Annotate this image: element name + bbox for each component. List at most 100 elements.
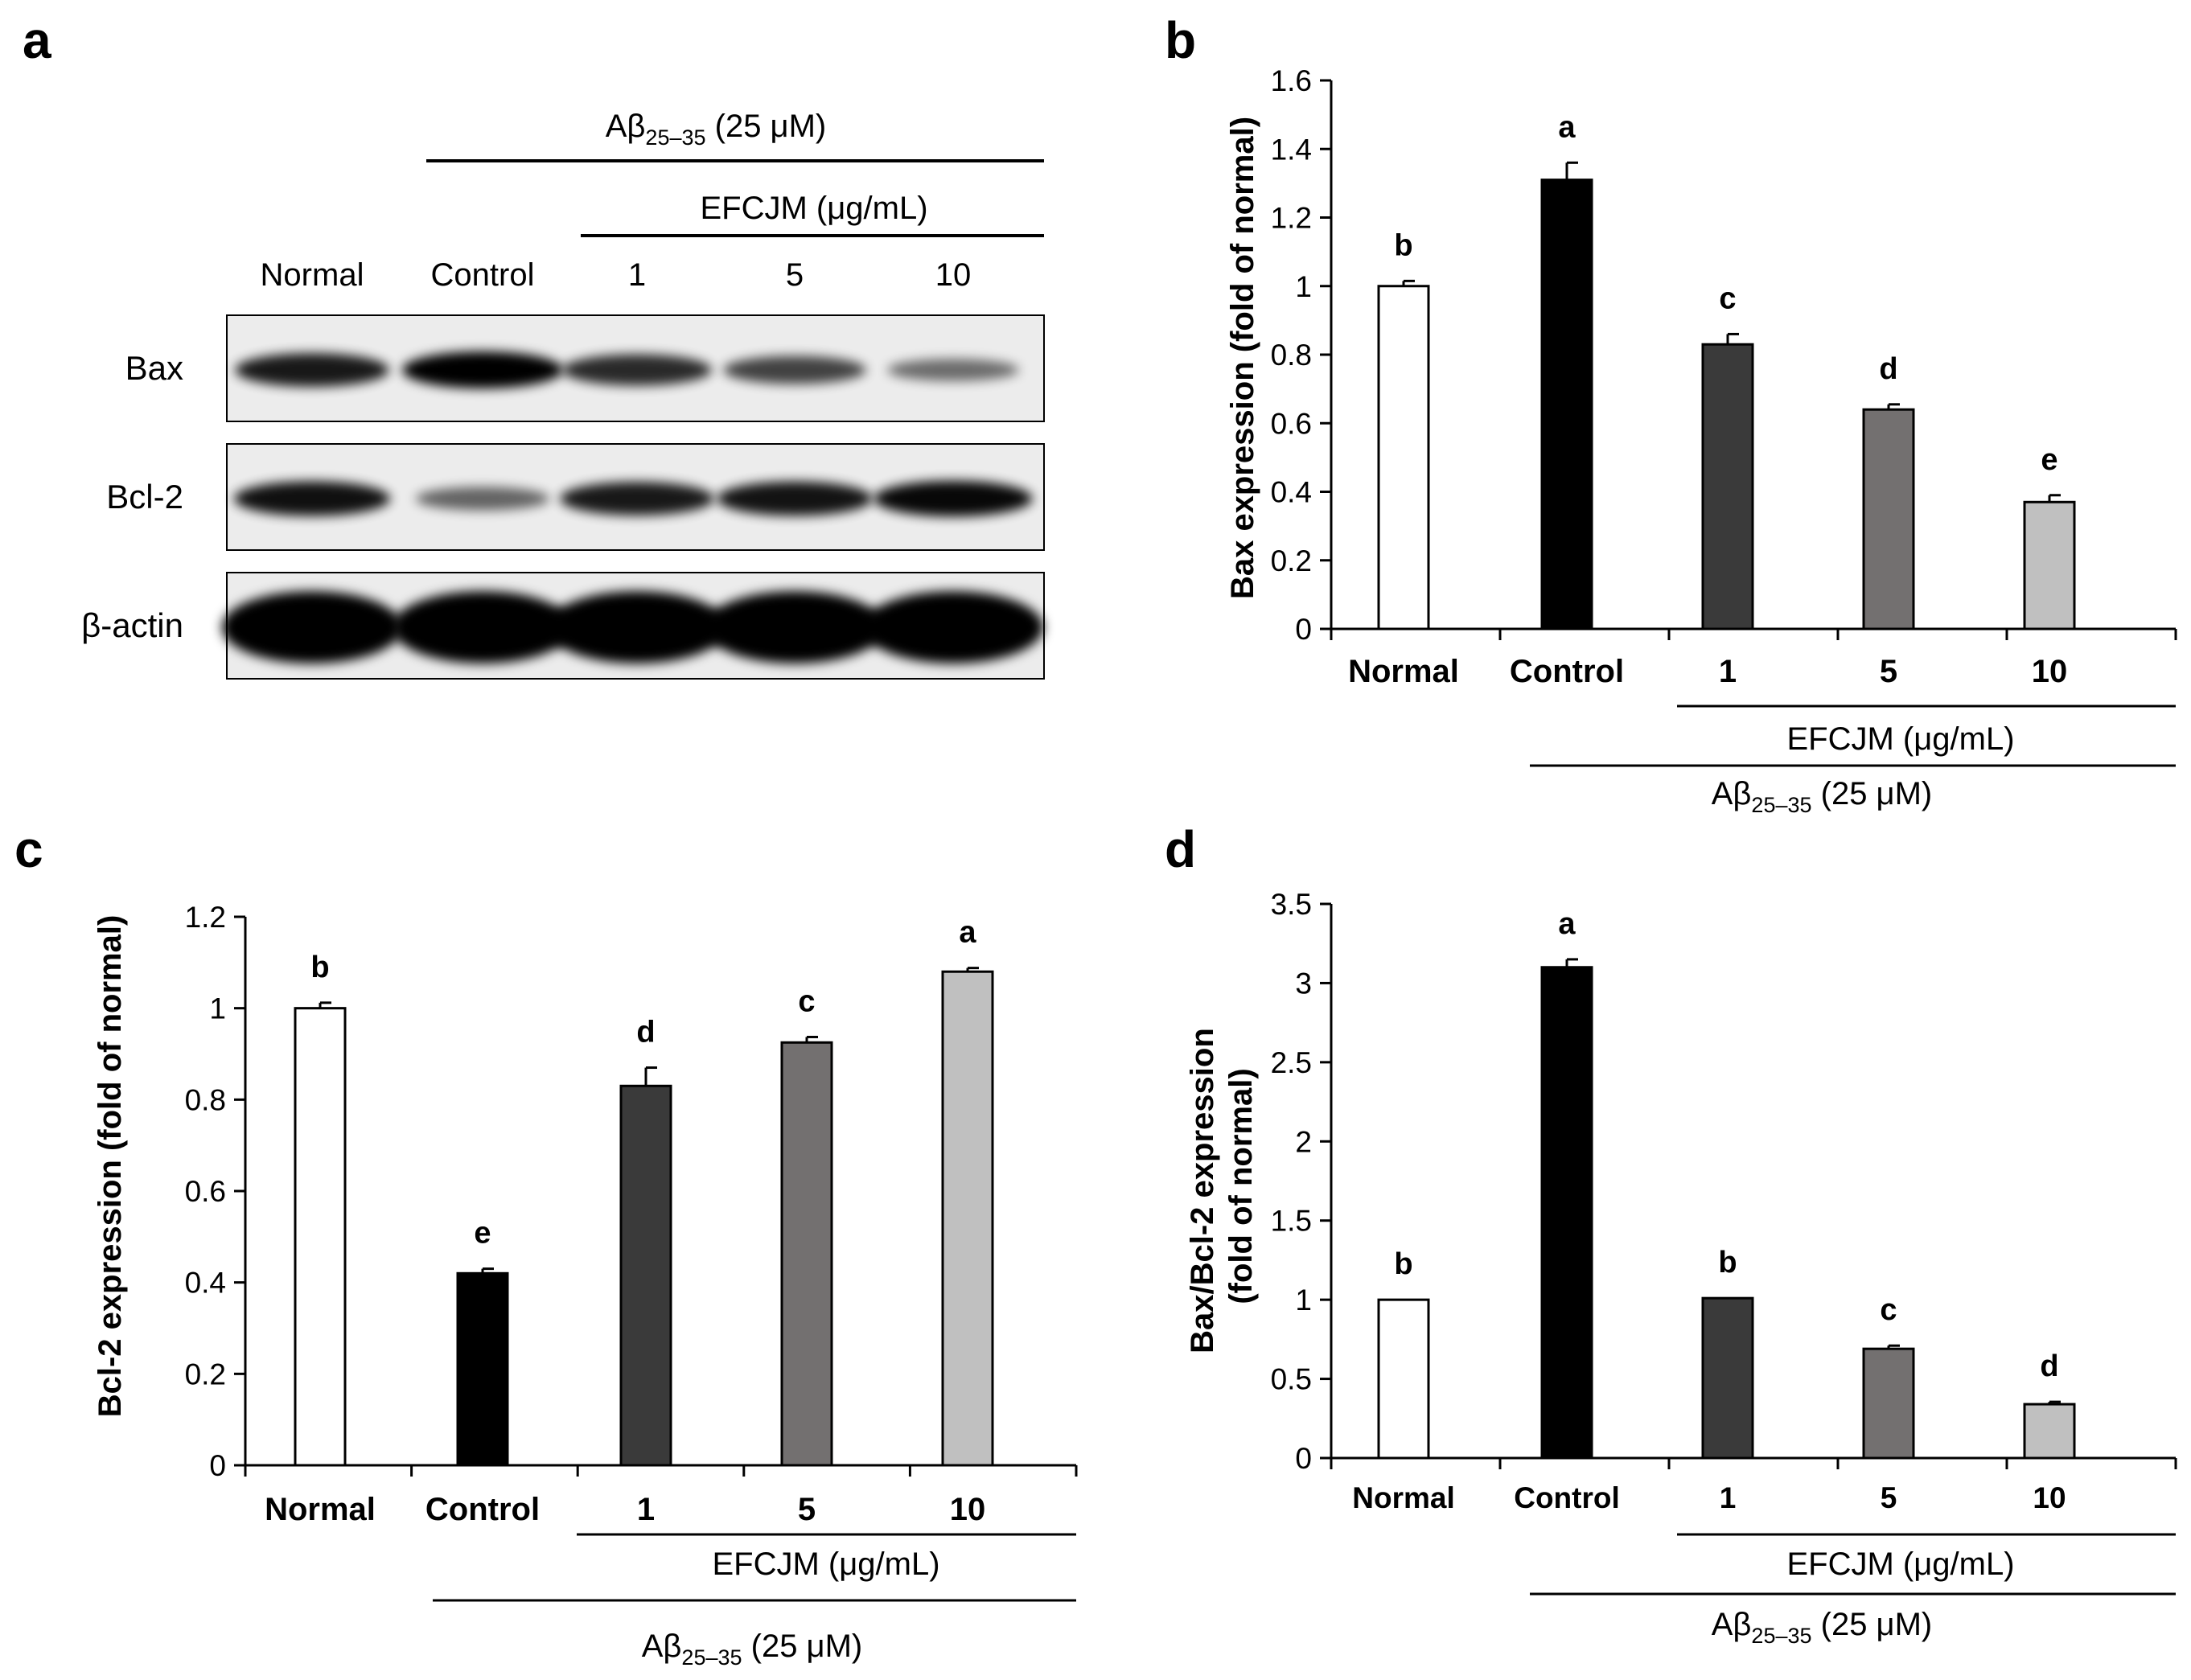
category-label: 10 xyxy=(2033,1481,2066,1514)
ylabel-d: Bax/Bcl-2 expression (fold of normal) xyxy=(1185,1019,1259,1353)
y-tick-label: 1 xyxy=(1295,270,1312,303)
treatment-label-d: Aβ25–35 (25 μM) xyxy=(1712,1607,1933,1648)
category-label: 5 xyxy=(1880,654,1897,689)
significance-letter: d xyxy=(636,1016,655,1049)
y-tick-label: 0 xyxy=(1295,613,1312,646)
blot-band xyxy=(562,354,712,386)
bar xyxy=(1701,1296,1754,1460)
blot-band xyxy=(705,591,885,663)
band-label: Bcl-2 xyxy=(106,478,183,516)
y-tick-label: 0.6 xyxy=(185,1175,226,1208)
y-tick-label: 0.6 xyxy=(1271,407,1312,440)
blot-band xyxy=(887,359,1019,381)
significance-letter: c xyxy=(798,984,815,1018)
blot-band xyxy=(235,353,389,387)
category-label: 5 xyxy=(798,1492,816,1527)
y-tick-label: 0 xyxy=(209,1449,226,1482)
category-label: Control xyxy=(1514,1481,1620,1514)
chart-panel-b: 0 0.2 0.4 0.6 0.8 1 1.2 1.4 1.6 b Normal a Control c 1… xyxy=(1225,64,2177,817)
y-tick-label: 0.8 xyxy=(1271,339,1312,372)
blot-band xyxy=(393,591,573,663)
blot-band xyxy=(717,481,873,516)
blot-band xyxy=(402,351,563,388)
category-label: 1 xyxy=(1720,1481,1737,1514)
ylabel-d-line2: (fold of normal) xyxy=(1223,1068,1259,1304)
blot-treatment-label: Aβ25–35 (25 μM) xyxy=(606,109,827,150)
bar xyxy=(2023,1403,2076,1460)
significance-letter: e xyxy=(2041,443,2057,477)
significance-letter: e xyxy=(474,1217,491,1251)
y-tick-label: 0 xyxy=(1295,1442,1312,1475)
significance-letter: d xyxy=(1879,352,1897,386)
lane-label: Control xyxy=(431,257,535,293)
significance-letter: b xyxy=(310,951,329,984)
category-label: Control xyxy=(1510,654,1624,689)
y-tick-label: 1.5 xyxy=(1271,1205,1312,1238)
category-label: 1 xyxy=(637,1492,655,1527)
treatment-label-b: Aβ25–35 (25 μM) xyxy=(1712,776,1933,817)
bar xyxy=(1377,285,1430,631)
significance-letter: d xyxy=(2040,1349,2058,1383)
group-label-b: EFCJM (μg/mL) xyxy=(1786,721,2014,757)
chart-panel-d: 0 0.5 1 1.5 2 2.5 3 3.5 b Normal a Control b 1 c 5 d 10 B… xyxy=(1185,888,2177,1648)
lane-label: 1 xyxy=(628,257,646,293)
y-tick-label: 2.5 xyxy=(1271,1046,1312,1079)
category-label: 1 xyxy=(1719,654,1737,689)
y-tick-label: 3 xyxy=(1295,967,1312,1000)
y-tick-label: 1.4 xyxy=(1271,133,1312,166)
band-label: β-actin xyxy=(81,606,183,644)
treatment-label-c: Aβ25–35 (25 μM) xyxy=(642,1629,863,1670)
blot-band xyxy=(415,487,550,511)
category-label: 10 xyxy=(950,1492,986,1527)
bar xyxy=(1701,343,1754,631)
y-tick-label: 1.2 xyxy=(1271,202,1312,235)
blot-band xyxy=(874,480,1033,517)
significance-letter: c xyxy=(1880,1293,1897,1327)
blot-band xyxy=(723,355,866,384)
significance-letter: a xyxy=(1558,907,1576,941)
y-tick-label: 1 xyxy=(209,992,226,1025)
lane-label: 5 xyxy=(786,257,804,293)
blot-band xyxy=(547,591,727,663)
bar xyxy=(2023,500,2076,631)
panel-letter-c: c xyxy=(14,820,43,878)
y-tick-label: 2 xyxy=(1295,1125,1312,1158)
panel-letter-d: d xyxy=(1165,820,1196,878)
bar xyxy=(619,1084,672,1467)
group-label-d: EFCJM (μg/mL) xyxy=(1786,1547,2014,1582)
bar xyxy=(456,1271,509,1467)
blot-band xyxy=(863,591,1043,663)
category-label: Normal xyxy=(1352,1481,1454,1514)
bar xyxy=(1377,1298,1430,1460)
y-tick-label: 1 xyxy=(1295,1284,1312,1316)
y-tick-label: 1.2 xyxy=(185,901,226,934)
chart-panel-c: 00.20.40.60.811.2bNormaleControld1c5a10 … xyxy=(92,901,1078,1670)
blot-band xyxy=(233,481,391,516)
lane-label: 10 xyxy=(935,257,972,293)
y-tick-label: 3.5 xyxy=(1271,888,1312,921)
bar xyxy=(1540,966,1593,1460)
category-label: Normal xyxy=(1348,654,1459,689)
blot-band xyxy=(222,591,402,663)
band-label: Bax xyxy=(125,349,183,387)
ylabel-c: Bcl-2 expression (fold of normal) xyxy=(92,915,128,1418)
bar xyxy=(1862,408,1915,631)
significance-letter: b xyxy=(1394,228,1412,262)
y-tick-label: 0.4 xyxy=(185,1267,226,1300)
ylabel-b: Bax expression (fold of normal) xyxy=(1225,117,1260,599)
blot-band xyxy=(560,482,714,516)
bar xyxy=(294,1007,347,1467)
significance-letter: b xyxy=(1394,1247,1412,1281)
lane-label: Normal xyxy=(261,257,364,293)
panel-letter-b: b xyxy=(1165,11,1196,69)
group-label-c: EFCJM (μg/mL) xyxy=(712,1547,939,1582)
category-label: 10 xyxy=(2032,654,2068,689)
y-tick-label: 0.8 xyxy=(185,1083,226,1116)
y-tick-label: 1.6 xyxy=(1271,64,1312,97)
y-tick-label: 0.5 xyxy=(1271,1363,1312,1396)
y-tick-label: 0.2 xyxy=(185,1358,226,1390)
bar xyxy=(1862,1347,1915,1460)
bar xyxy=(1540,179,1593,631)
significance-letter: a xyxy=(959,916,976,950)
